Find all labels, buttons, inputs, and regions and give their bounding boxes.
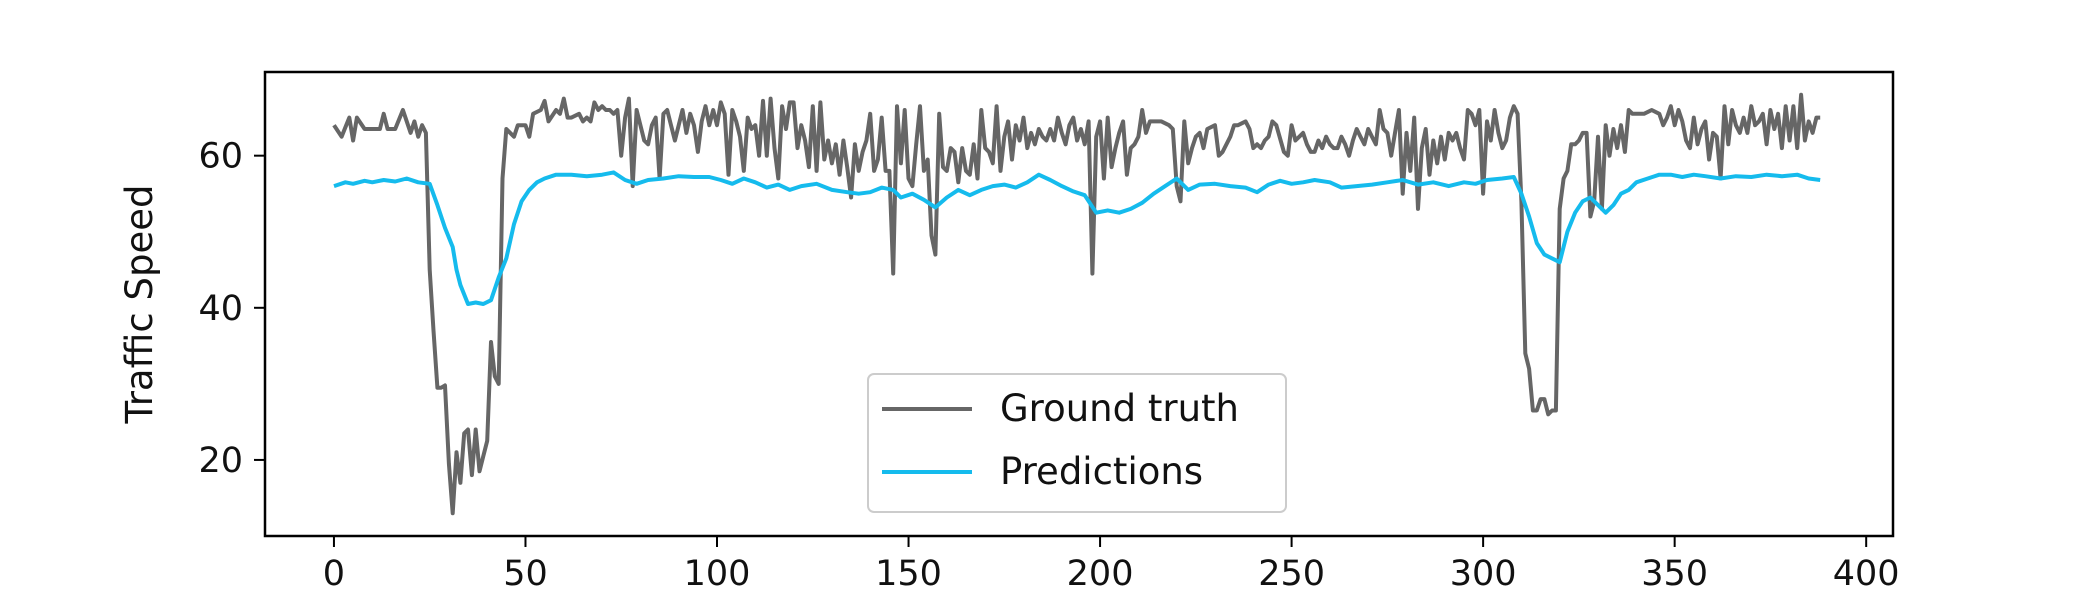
y-tick-label: 20 bbox=[198, 441, 243, 481]
x-tick-label: 150 bbox=[875, 554, 942, 594]
y-tick-label: 40 bbox=[198, 289, 243, 329]
x-tick-label: 400 bbox=[1833, 554, 1900, 594]
series-line-predictions bbox=[333, 170, 1821, 306]
axes-layer: 0 50 100 150 200 250 300 350 400 20 40 60 Traffic Sp… bbox=[118, 70, 1900, 594]
x-tick-label: 0 bbox=[323, 554, 345, 594]
legend: Ground truth Predictions bbox=[867, 373, 1287, 513]
series-layer bbox=[332, 92, 1821, 516]
x-tick-label: 250 bbox=[1258, 554, 1325, 594]
x-tick-label: 200 bbox=[1067, 554, 1134, 594]
plot-frame bbox=[263, 70, 1895, 538]
x-tick-label: 50 bbox=[503, 554, 548, 594]
y-axis-label: Traffic Speed bbox=[118, 185, 161, 425]
y-tick-label: 60 bbox=[198, 137, 243, 177]
series-line-ground-truth bbox=[332, 92, 1821, 516]
legend-box bbox=[867, 373, 1287, 513]
x-tick-label: 100 bbox=[684, 554, 751, 594]
legend-label: Ground truth bbox=[1000, 387, 1239, 430]
x-tick-label: 350 bbox=[1641, 554, 1708, 594]
legend-label: Predictions bbox=[1000, 450, 1203, 493]
x-tick-label: 300 bbox=[1450, 554, 1517, 594]
